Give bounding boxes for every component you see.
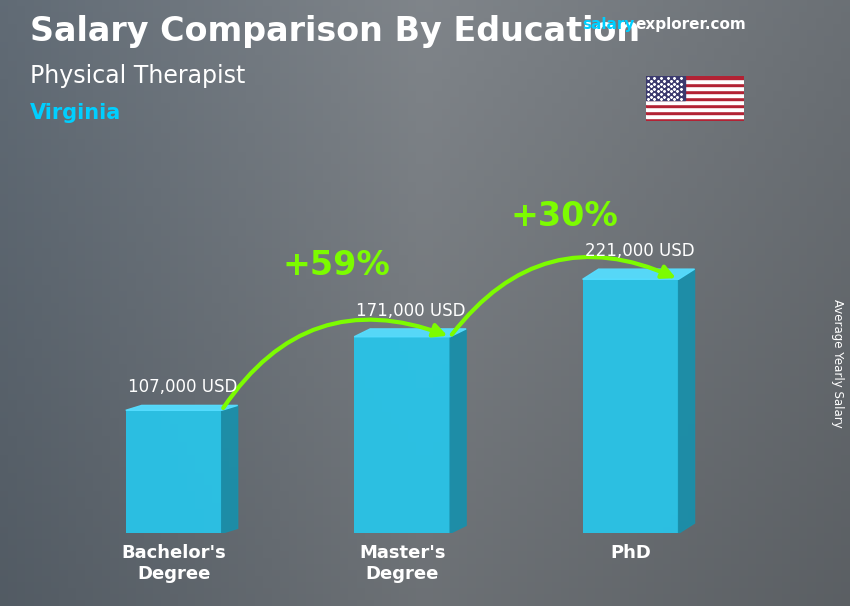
Text: salary: salary: [582, 17, 635, 32]
Text: +59%: +59%: [282, 249, 390, 282]
Text: Physical Therapist: Physical Therapist: [30, 64, 245, 88]
Bar: [646, 76, 685, 100]
Bar: [646, 97, 744, 100]
Text: 107,000 USD: 107,000 USD: [128, 378, 237, 396]
Bar: [646, 76, 744, 79]
Polygon shape: [126, 405, 238, 410]
Text: Salary Comparison By Education: Salary Comparison By Education: [30, 15, 640, 48]
Bar: [646, 114, 744, 118]
FancyArrowPatch shape: [224, 319, 443, 408]
Bar: [646, 79, 744, 83]
Bar: [646, 93, 744, 97]
Bar: [582, 279, 678, 533]
Bar: [646, 86, 744, 90]
Polygon shape: [222, 405, 238, 533]
Polygon shape: [582, 269, 694, 279]
Text: Average Yearly Salary: Average Yearly Salary: [830, 299, 844, 428]
Bar: [646, 90, 744, 93]
Bar: [646, 104, 744, 107]
Bar: [646, 83, 744, 86]
Bar: [646, 118, 744, 121]
Bar: [126, 410, 222, 533]
Polygon shape: [450, 329, 466, 533]
Text: explorer.com: explorer.com: [636, 17, 746, 32]
Text: +30%: +30%: [511, 199, 618, 233]
Bar: [646, 111, 744, 114]
Text: 171,000 USD: 171,000 USD: [356, 302, 466, 320]
Polygon shape: [354, 329, 466, 337]
FancyArrowPatch shape: [452, 257, 672, 335]
Bar: [646, 100, 744, 104]
Text: 221,000 USD: 221,000 USD: [585, 242, 694, 260]
Bar: [646, 107, 744, 111]
Bar: [354, 337, 450, 533]
Text: Virginia: Virginia: [30, 103, 121, 123]
Polygon shape: [678, 269, 694, 533]
